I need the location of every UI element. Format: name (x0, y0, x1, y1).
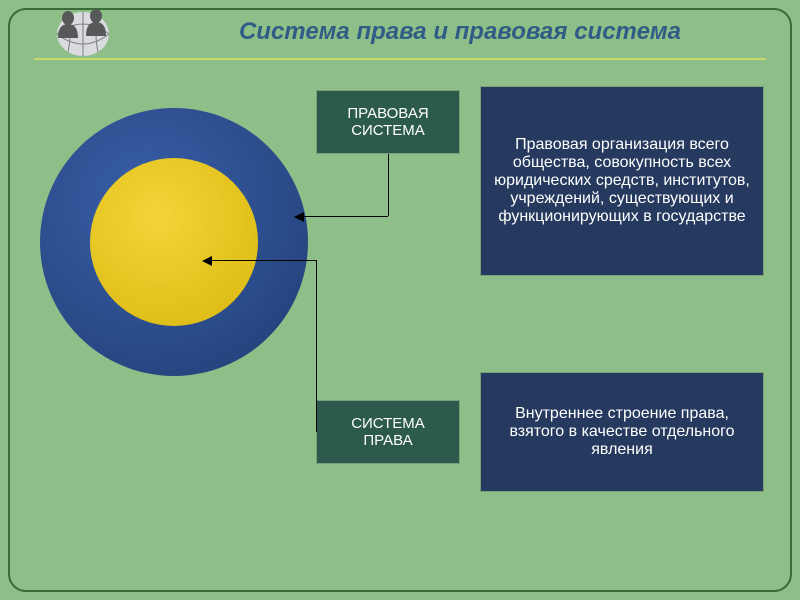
description-legal-system: Правовая организация всего общества, сов… (480, 86, 764, 276)
description-system-of-law: Внутреннее строение права, взятого в кач… (480, 372, 764, 492)
arrow-to-inner-circle (210, 260, 316, 261)
page-title: Система права и правовая система (160, 18, 760, 46)
inner-circle-system-of-law (90, 158, 258, 326)
label-system-of-law: СИСТЕМА ПРАВА (316, 400, 460, 464)
title-underline (34, 58, 766, 60)
label-legal-system: ПРАВОВАЯ СИСТЕМА (316, 90, 460, 154)
header-people-globe-icon (38, 4, 128, 58)
arrow-to-outer-circle (302, 216, 388, 217)
connector-bottom-vertical (316, 260, 317, 432)
connector-top (388, 154, 389, 216)
